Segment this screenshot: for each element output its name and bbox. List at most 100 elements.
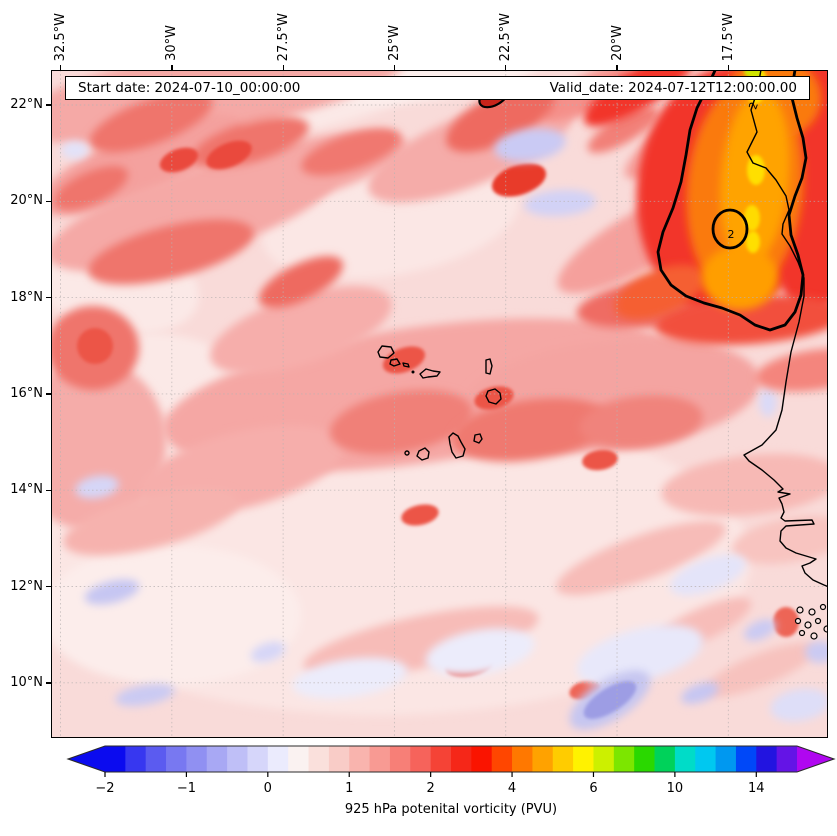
colorbar-segment bbox=[593, 746, 615, 772]
colorbar-over-arrow bbox=[797, 746, 834, 772]
lat-tick-label: 12°N bbox=[10, 578, 43, 594]
colorbar-segment bbox=[328, 746, 350, 772]
bijagos-island bbox=[796, 606, 804, 614]
lon-tick bbox=[727, 65, 730, 70]
cape-verde-island bbox=[377, 345, 395, 359]
pv-field-blob bbox=[576, 624, 704, 686]
lon-tick-label: 30°W bbox=[164, 25, 180, 61]
colorbar-segment bbox=[166, 746, 187, 772]
pv-field-blob bbox=[258, 256, 344, 308]
pv-field-blob bbox=[51, 545, 301, 685]
lon-tick-label: 32.5°W bbox=[53, 12, 69, 61]
pv-field-blob bbox=[474, 386, 514, 410]
colorbar-segment bbox=[125, 746, 147, 772]
lat-tick bbox=[46, 585, 51, 588]
title-box: Start date: 2024-07-10_00:00:00 Valid_da… bbox=[65, 76, 810, 100]
cape-verde-island bbox=[389, 358, 401, 367]
colorbar-segment bbox=[145, 746, 167, 772]
colorbar-segment bbox=[532, 746, 554, 772]
colorbar-tick-label: −1 bbox=[177, 781, 196, 796]
colorbar-segment bbox=[552, 746, 574, 772]
bijagos-island bbox=[794, 617, 802, 625]
colorbar-segment bbox=[186, 746, 208, 772]
lon-tick-label: 27.5°W bbox=[275, 12, 291, 61]
pv-field-blob bbox=[210, 286, 392, 374]
pv-field-blob bbox=[494, 128, 566, 162]
pv-field-blob bbox=[61, 141, 89, 159]
lon-tick bbox=[505, 65, 507, 70]
pv-field-blob bbox=[491, 163, 547, 197]
contour-label: 2 bbox=[728, 228, 735, 241]
colorbar-segment bbox=[471, 746, 493, 772]
pv-field-blob bbox=[744, 70, 762, 78]
colorbar-under-arrow bbox=[68, 746, 105, 772]
pv-field-blob bbox=[773, 607, 799, 637]
pv-field-blob bbox=[292, 657, 408, 699]
lon-tick-label: 22.5°W bbox=[498, 12, 514, 61]
pv-field-blob bbox=[88, 219, 254, 285]
lon-tick-label: 20°W bbox=[609, 25, 625, 61]
pv-field-blob bbox=[524, 189, 596, 217]
pv-field-blob bbox=[51, 360, 167, 530]
lon-tick bbox=[616, 65, 618, 70]
pv-field-blob bbox=[744, 619, 776, 641]
pv-field-blob bbox=[582, 449, 618, 471]
pv-field-blob bbox=[89, 91, 213, 153]
pv-contour-inner-loop bbox=[711, 208, 749, 250]
cape-verde-island bbox=[404, 450, 410, 456]
colorbar-tick-label: 2 bbox=[427, 781, 435, 796]
colorbar-tick-label: 0 bbox=[264, 781, 272, 796]
pv-field-blob bbox=[746, 231, 760, 253]
colorbar-segment bbox=[634, 746, 655, 772]
colorbar-segment bbox=[573, 746, 594, 772]
colorbar-segment bbox=[227, 746, 248, 772]
colorbar-segment bbox=[654, 746, 676, 772]
lon-tick bbox=[282, 65, 284, 70]
lon-tick bbox=[171, 65, 173, 70]
colorbar-label: 925 hPa potenital vorticity (PVU) bbox=[344, 802, 558, 817]
pv-field-blob bbox=[401, 504, 439, 526]
colorbar-segment bbox=[288, 746, 309, 772]
colorbar-segment bbox=[491, 746, 513, 772]
colorbar-tick-label: 1 bbox=[345, 781, 353, 796]
colorbar-segment bbox=[756, 746, 778, 772]
lat-tick-label: 22°N bbox=[10, 97, 43, 112]
pv-field-blob bbox=[250, 641, 286, 663]
pv-field-blob bbox=[759, 387, 777, 417]
pv-field-blob bbox=[704, 643, 816, 697]
colorbar-segment bbox=[369, 746, 391, 772]
bijagos-island bbox=[810, 632, 818, 640]
pv-field-blob bbox=[744, 205, 760, 231]
colorbar-segment bbox=[267, 746, 289, 772]
cape-verde-island bbox=[485, 358, 493, 375]
pv-field-blob bbox=[770, 688, 828, 722]
pv-contour-line bbox=[656, 70, 808, 332]
colorbar-segment bbox=[349, 746, 370, 772]
cape-verde-islet-dot bbox=[411, 370, 415, 374]
pv-field-blob bbox=[670, 554, 746, 596]
pv-field-blob bbox=[587, 107, 659, 153]
colorbar-segment bbox=[512, 746, 533, 772]
pv-field-blob bbox=[115, 683, 175, 707]
pv-field-blob bbox=[805, 641, 828, 663]
colorbar-segment bbox=[389, 746, 411, 772]
cape-verde-island bbox=[485, 388, 502, 405]
bijagos-island bbox=[819, 603, 827, 611]
lat-tick bbox=[46, 200, 51, 202]
colorbar-segment bbox=[715, 746, 737, 772]
colorbar-segment bbox=[206, 746, 228, 772]
pv-map: 22 bbox=[51, 70, 828, 738]
colorbar-segment bbox=[105, 746, 126, 772]
pv-field-blob bbox=[680, 682, 720, 704]
pv-field-blob bbox=[556, 520, 726, 596]
bijagos-island bbox=[823, 625, 828, 633]
bijagos-island bbox=[808, 608, 816, 616]
lat-tick-label: 16°N bbox=[10, 385, 43, 401]
pv-field-blob bbox=[614, 264, 706, 320]
cape-verde-island bbox=[402, 362, 410, 368]
lon-tick-label: 17.5°W bbox=[720, 12, 736, 61]
colorbar-tick-label: 14 bbox=[748, 781, 765, 796]
colorbar-tick-label: 4 bbox=[508, 781, 516, 796]
pv-field-blob bbox=[206, 140, 252, 170]
